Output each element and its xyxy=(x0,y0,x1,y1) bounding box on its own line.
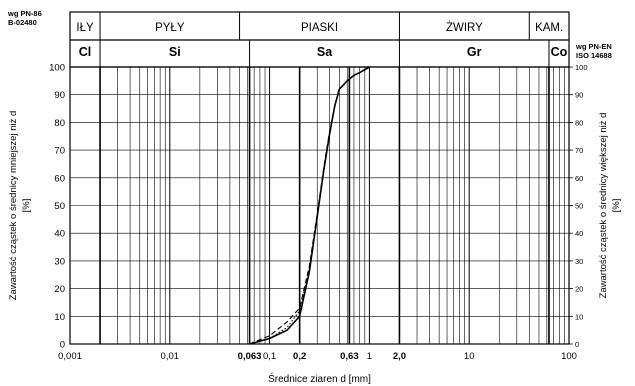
x-tick-label: 0,001 xyxy=(58,351,82,362)
y-tick-label-left: 40 xyxy=(54,229,65,240)
x-tick-label: 10 xyxy=(464,351,475,362)
y-axis-title-right: [%] xyxy=(611,199,622,213)
pn86-fraction-label: ŻWIRY xyxy=(446,21,483,34)
x-tick-label: 2,0 xyxy=(393,351,406,362)
y-axis-title-left: [%] xyxy=(21,199,32,213)
pn86-fraction-label: PYŁY xyxy=(155,22,185,34)
grading-curves xyxy=(249,66,370,345)
y-tick-label-right: 40 xyxy=(575,229,583,238)
norm-label-pn86: wg PN-86 xyxy=(7,9,42,18)
y-tick-label-left: 0 xyxy=(60,340,65,351)
iso-fraction-label: Sa xyxy=(317,45,333,59)
norm-label-iso: ISO 14688 xyxy=(576,51,612,60)
x-tick-label: 0,01 xyxy=(161,351,180,362)
y-tick-label-right: 50 xyxy=(575,202,583,211)
pn86-fraction-label: PIASKI xyxy=(301,22,338,34)
pn86-fraction-label: KAM. xyxy=(535,22,563,34)
y-axis-title-right: Zawartość cząstek o średnicy większej ni… xyxy=(598,113,609,299)
y-tick-label-left: 50 xyxy=(54,201,65,212)
iso-fraction-label: Co xyxy=(551,45,568,59)
x-tick-label: 0,63 xyxy=(340,351,359,362)
y-tick-label-right: 30 xyxy=(575,257,583,266)
grading-curve-dotted xyxy=(249,66,370,345)
grading-curve-dashed xyxy=(249,66,370,345)
x-tick-label: 0,1 xyxy=(263,351,276,362)
y-tick-label-left: 10 xyxy=(54,312,65,323)
y-tick-label-right: 100 xyxy=(575,63,588,72)
iso-fraction-label: Cl xyxy=(79,45,92,59)
y-tick-label-left: 90 xyxy=(54,90,65,101)
iso-fraction-label: Gr xyxy=(467,45,482,59)
x-tick-label: 0,063 xyxy=(238,351,262,362)
chart-grid xyxy=(70,66,569,345)
y-tick-label-left: 100 xyxy=(49,63,65,74)
y-tick-label-left: 80 xyxy=(54,118,65,129)
norm-label-iso: wg PN-EN xyxy=(575,42,612,51)
y-tick-label-right: 90 xyxy=(575,91,583,100)
x-axis-title: Średnice ziaren d [mm] xyxy=(268,372,371,385)
x-tick-label: 1 xyxy=(367,351,372,362)
y-tick-label-right: 60 xyxy=(575,174,583,183)
y-tick-label-right: 20 xyxy=(575,285,583,294)
y-tick-label-right: 0 xyxy=(575,340,579,349)
y-tick-label-left: 20 xyxy=(54,284,65,295)
y-tick-label-left: 30 xyxy=(54,256,65,267)
chart-axes xyxy=(69,66,573,345)
pn86-fraction-label: IŁY xyxy=(76,22,94,34)
iso-fraction-label: Si xyxy=(169,45,181,59)
norm-label-pn86: B-02480 xyxy=(8,18,37,27)
x-tick-label: 100 xyxy=(561,351,577,362)
fraction-header: IŁY PYŁY PIASKI ŻWIRY KAM. Cl Si Sa Gr Co xyxy=(69,11,570,68)
y-tick-label-right: 80 xyxy=(575,118,583,127)
y-tick-label-right: 70 xyxy=(575,146,583,155)
y-tick-label-right: 10 xyxy=(575,312,583,321)
x-tick-label: 0,2 xyxy=(293,351,306,362)
y-axis-title-left: Zawartość cząstek o średnicy mniejszej n… xyxy=(8,111,19,301)
y-tick-label-left: 60 xyxy=(54,173,65,184)
y-tick-label-left: 70 xyxy=(54,146,65,157)
